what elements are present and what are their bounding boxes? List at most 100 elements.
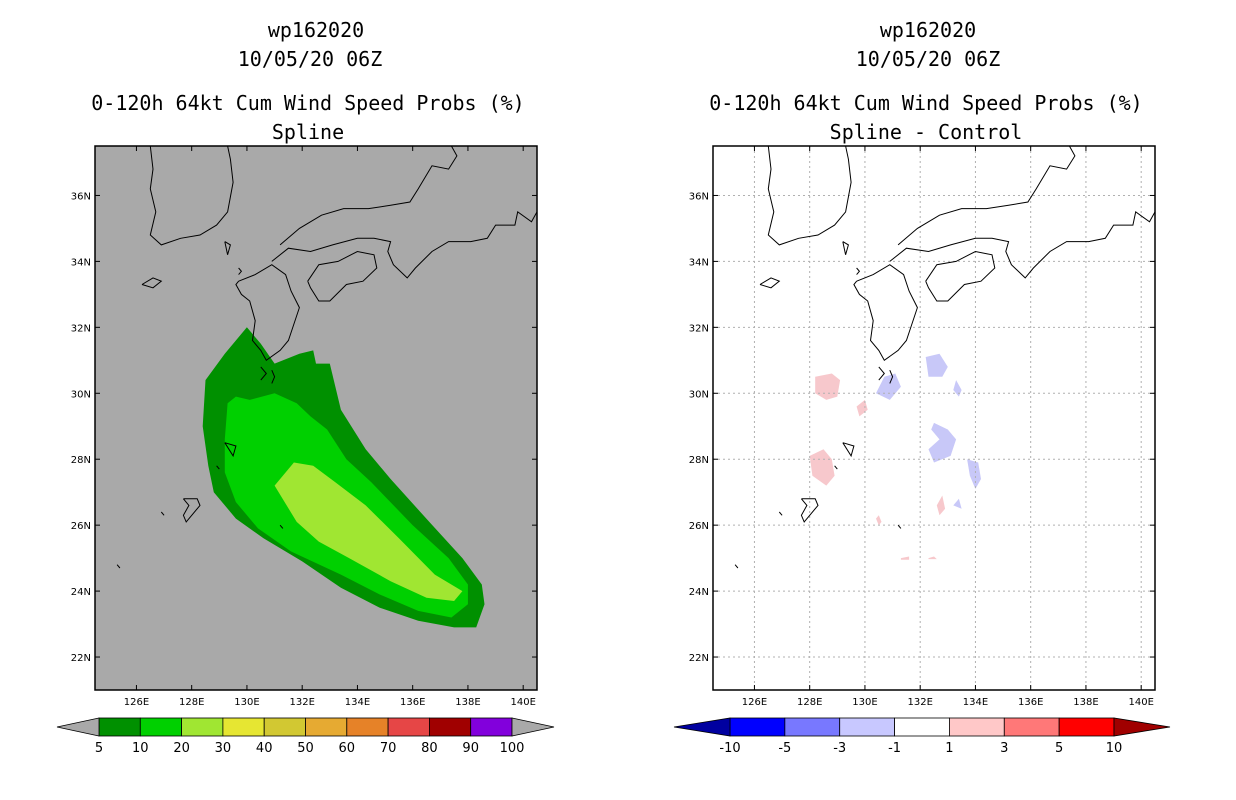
x-tick-label: 140E [510,697,535,708]
y-tick-label: 32N [71,323,91,334]
contour--1--3 [967,459,981,489]
x-tick-label: 136E [400,697,425,708]
colorbar-label: 40 [256,741,273,756]
colorbar-swatch [784,717,841,737]
colorbar-swatch [222,717,265,737]
x-tick-label: 136E [1018,697,1043,708]
y-tick-label: 26N [71,521,91,532]
y-tick-label: 24N [689,587,709,598]
x-tick-label: 132E [907,697,932,708]
coastline [224,241,231,255]
y-tick-label: 30N [689,389,709,400]
y-tick-label: 30N [71,389,91,400]
coastline [889,211,1155,279]
x-tick-label: 126E [124,697,149,708]
right-map-panel: 126E 128E 130E 132E 134E 136E 138E 140E 36N 34N 32… [689,145,1156,708]
contour-1-3 [928,556,937,560]
map-background [713,146,1155,690]
colorbar-swatch [139,717,183,737]
x-tick-label: 128E [179,697,204,708]
y-tick-label: 28N [71,455,91,466]
colorbar-swatch [428,717,472,737]
colorbar-swatch [949,717,1005,737]
coastline [853,264,918,362]
colorbar-label: 30 [215,741,232,756]
coastline [842,442,855,458]
coastline [182,498,201,523]
left-subtitle: Spline [272,120,344,144]
colorbar-swatch [263,717,306,737]
colorbar-swatch [1058,717,1115,737]
coastline [897,146,1076,246]
contour--1--3 [925,353,948,377]
y-tick-label: 26N [689,521,709,532]
colorbar-swatch [894,717,950,737]
colorbar-label: -5 [778,741,791,756]
coastline [800,498,819,523]
contour-1-3 [936,495,946,516]
colorbar-label: 10 [1106,741,1123,756]
coastline [149,146,234,246]
x-tick-label: 134E [963,697,988,708]
colorbar-swatch [387,717,430,737]
map-frame [94,145,538,691]
left-colorbar: 5 10 20 30 40 50 60 70 80 90 100 [56,717,555,756]
coastline [759,277,781,289]
contour--1--3 [953,498,962,509]
x-tick-label: 134E [345,697,370,708]
colorbar-right-arrow [511,717,555,737]
left-title: 0-120h 64kt Cum Wind Speed Probs (%) [91,91,524,115]
colorbar-right-arrow [1113,717,1171,737]
y-tick-label: 22N [689,653,709,664]
colorbar-swatch [1003,717,1060,737]
right-storm-id: wp162020 [880,18,976,42]
coastline [160,511,165,516]
coastline [778,511,783,516]
x-tick-label: 132E [289,697,314,708]
contour-1-3 [809,449,835,486]
colorbar-label: 50 [297,741,314,756]
y-tick-label: 36N [71,191,91,202]
colorbar-label: 80 [421,741,438,756]
colorbar-left-arrow [56,717,100,737]
coastline [767,146,852,246]
coastline [897,524,902,529]
x-tick-label: 138E [455,697,480,708]
colorbar-swatch [181,717,224,737]
colorbar-label: 1 [945,741,953,756]
map-frame [712,145,1156,691]
colorbar-label: 60 [339,741,356,756]
colorbar-label: -1 [888,741,901,756]
coastline [307,250,378,302]
colorbar-label: 3 [1000,741,1008,756]
colorbar-swatch [470,717,513,737]
coastline [271,211,537,279]
right-title: 0-120h 64kt Cum Wind Speed Probs (%) [709,91,1142,115]
y-tick-label: 32N [689,323,709,334]
coastline [856,267,861,275]
colorbar-label: 100 [500,741,525,756]
colorbar-label: 90 [462,741,479,756]
x-tick-label: 138E [1073,697,1098,708]
x-tick-label: 130E [234,697,259,708]
y-tick-label: 24N [71,587,91,598]
coastline [279,146,458,246]
left-storm-id: wp162020 [268,18,364,42]
contour-1-3 [900,556,910,560]
x-tick-label: 126E [742,697,767,708]
coastline [235,264,300,362]
coastline [271,370,276,384]
contour-20-30 [274,462,463,601]
coastline [260,366,267,381]
coastline [116,564,121,569]
colorbar-label: 70 [380,741,397,756]
left-date: 10/05/20 06Z [238,47,383,71]
colorbar-swatch [729,717,786,737]
y-tick-label: 34N [689,257,709,268]
coastline [834,465,838,470]
contour-1-3 [876,515,882,526]
x-tick-label: 128E [797,697,822,708]
right-subtitle: Spline - Control [830,120,1023,144]
colorbar-label: -3 [833,741,846,756]
